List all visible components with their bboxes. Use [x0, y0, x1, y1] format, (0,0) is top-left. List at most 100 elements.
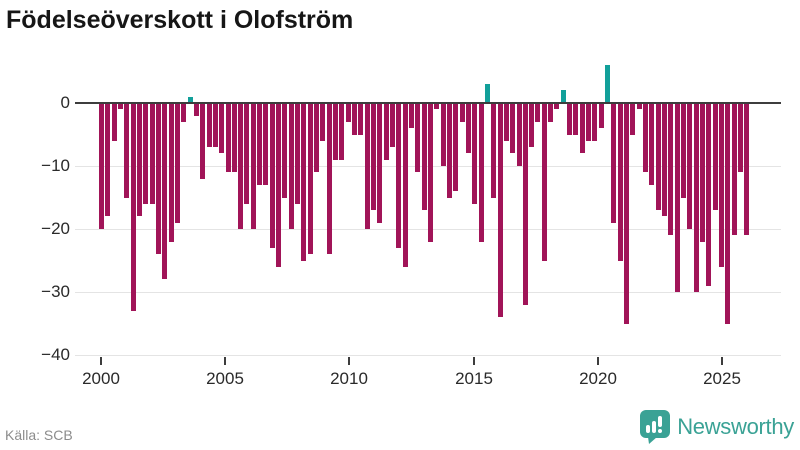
bar — [251, 103, 256, 229]
source-note: Källa: SCB — [5, 427, 73, 443]
bar — [320, 103, 325, 141]
bar — [548, 103, 553, 122]
zero-axis-line — [75, 102, 781, 104]
bar — [219, 103, 224, 153]
x-axis-tick — [721, 357, 723, 365]
bar — [649, 103, 654, 185]
newsworthy-badge-icon — [640, 410, 671, 444]
bar — [637, 103, 642, 109]
bar — [346, 103, 351, 122]
bar — [169, 103, 174, 242]
x-axis-tick — [473, 357, 475, 365]
chart-title: Födelseöverskott i Olofström — [6, 6, 354, 34]
bar — [605, 65, 610, 103]
bar — [725, 103, 730, 324]
y-axis-tick-label: −30 — [41, 282, 70, 301]
bar — [371, 103, 376, 210]
x-axis-tick — [348, 357, 350, 365]
bar — [289, 103, 294, 229]
bar — [592, 103, 597, 141]
x-axis-tick — [597, 357, 599, 365]
bar — [365, 103, 370, 229]
bar — [744, 103, 749, 235]
bar — [308, 103, 313, 254]
x-axis-tick-label: 2010 — [330, 369, 368, 388]
bar — [415, 103, 420, 172]
bar — [314, 103, 319, 172]
bar — [504, 103, 509, 141]
bar — [738, 103, 743, 172]
bar — [377, 103, 382, 223]
bar — [105, 103, 110, 216]
bar — [244, 103, 249, 204]
bar — [390, 103, 395, 147]
bar — [529, 103, 534, 147]
bar — [175, 103, 180, 223]
bar — [207, 103, 212, 147]
x-axis-tick-label: 2005 — [206, 369, 244, 388]
x-axis-tick-label: 2020 — [579, 369, 617, 388]
x-axis-tick-label: 2025 — [703, 369, 741, 388]
bar — [131, 103, 136, 311]
bar — [150, 103, 155, 204]
bar — [687, 103, 692, 229]
bar — [162, 103, 167, 279]
bar — [523, 103, 528, 305]
bar — [580, 103, 585, 153]
bar — [694, 103, 699, 292]
bar — [384, 103, 389, 160]
bar — [611, 103, 616, 223]
bar — [238, 103, 243, 229]
x-axis-tick-label: 2015 — [455, 369, 493, 388]
bar — [99, 103, 104, 229]
bar — [124, 103, 129, 198]
bar — [226, 103, 231, 172]
bar — [352, 103, 357, 135]
bar — [675, 103, 680, 292]
x-axis-tick — [224, 357, 226, 365]
bar — [434, 103, 439, 109]
bar — [327, 103, 332, 254]
gridline — [75, 355, 781, 356]
bar — [542, 103, 547, 261]
bar — [472, 103, 477, 204]
bar — [156, 103, 161, 254]
bar — [668, 103, 673, 235]
newsworthy-logo-text: Newsworthy — [677, 414, 794, 439]
bar — [713, 103, 718, 210]
x-axis-tick — [100, 357, 102, 365]
bar — [643, 103, 648, 172]
bar — [447, 103, 452, 198]
bar — [732, 103, 737, 235]
bar — [567, 103, 572, 135]
bar — [143, 103, 148, 204]
bar — [282, 103, 287, 198]
bar — [276, 103, 281, 267]
bar — [599, 103, 604, 128]
bar — [460, 103, 465, 122]
bar — [510, 103, 515, 153]
bar — [213, 103, 218, 147]
bar — [333, 103, 338, 160]
bar — [554, 103, 559, 109]
bar — [200, 103, 205, 179]
bar — [681, 103, 686, 198]
bar — [118, 103, 123, 109]
bar — [535, 103, 540, 122]
bar — [301, 103, 306, 261]
bar — [409, 103, 414, 128]
bar — [339, 103, 344, 160]
bar — [479, 103, 484, 242]
bar — [706, 103, 711, 286]
bar — [263, 103, 268, 185]
bar — [428, 103, 433, 242]
bar — [188, 97, 193, 103]
newsworthy-logo: Newsworthy — [640, 410, 794, 444]
bar — [295, 103, 300, 204]
bar — [517, 103, 522, 166]
gridline — [75, 292, 781, 293]
bar — [194, 103, 199, 116]
bar — [453, 103, 458, 191]
y-axis-tick-label: 0 — [60, 93, 70, 112]
